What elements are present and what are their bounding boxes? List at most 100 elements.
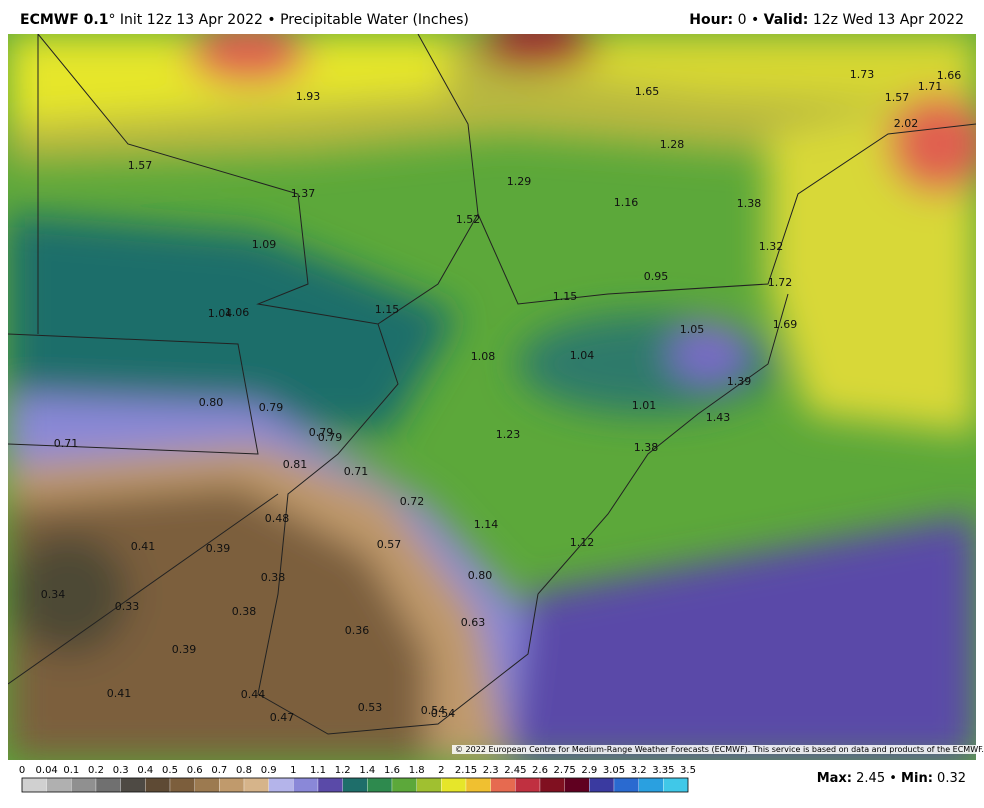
- colorbar-tick: 3.2: [631, 765, 647, 776]
- map-label: 0.81: [283, 458, 308, 471]
- map-label: 1.57: [885, 91, 910, 104]
- colorbar-tick: 0.4: [137, 765, 153, 776]
- colorbar-tick: 0.1: [63, 765, 79, 776]
- colorbar-cell: [120, 777, 146, 793]
- separator: •: [267, 12, 276, 28]
- map-label: 1.65: [635, 85, 660, 98]
- colorbar-cell: [663, 777, 689, 793]
- valid-label: Valid:: [763, 12, 809, 28]
- colorbar-tick: 0.04: [36, 765, 58, 776]
- colorbar-tick: 3.35: [652, 765, 674, 776]
- map-label: 1.93: [296, 90, 321, 103]
- colorbar-cell: [169, 777, 195, 793]
- colorbar-cell: [219, 777, 245, 793]
- footer: Max: 2.45 • Min: 0.32: [817, 771, 966, 786]
- colorbar-cell: [71, 777, 97, 793]
- field: Precipitable Water (Inches): [280, 12, 469, 28]
- colorbar-tick: 0.7: [211, 765, 227, 776]
- separator: •: [889, 771, 897, 786]
- map-label: 1.72: [768, 276, 793, 289]
- header-right: Hour: 0 • Valid: 12z Wed 13 Apr 2022: [689, 12, 964, 28]
- colorbar-cell: [95, 777, 121, 793]
- map-label: 0.44: [241, 688, 266, 701]
- map-label: 1.29: [507, 175, 532, 188]
- map-label: 1.71: [918, 80, 943, 93]
- valid: 12z Wed 13 Apr 2022: [812, 12, 964, 28]
- field: 1.93 1.65 1.73 1.661.71 1.57 2.02 1.28 1.57 1.29…: [8, 34, 976, 760]
- colorbar-cell: [243, 777, 269, 793]
- map-label: 1.05: [680, 323, 705, 336]
- map-label: 0.48: [265, 512, 290, 525]
- colorbar-cell: [293, 777, 319, 793]
- colorbar-tick: 1.2: [335, 765, 351, 776]
- colorbar-cell: [21, 777, 47, 793]
- colorbar-tick: 2.3: [483, 765, 499, 776]
- colorbar-tick: 1.8: [409, 765, 425, 776]
- colorbar-tick: 0.5: [162, 765, 178, 776]
- max: 2.45: [856, 771, 886, 786]
- map-label: 0.95: [644, 270, 669, 283]
- map-label: 1.04: [570, 349, 595, 362]
- colorbar-tick: 2.15: [455, 765, 477, 776]
- colorbar-cell: [441, 777, 467, 793]
- map-label: 0.33: [115, 600, 140, 613]
- colorbar-tick: 0.6: [187, 765, 203, 776]
- colorbar: 0 0.04 0.1 0.2 0.3 0.4 0.5 0.6 0.7 0.8 0.9 1 1.1 1.2 1…: [19, 765, 696, 793]
- map-label: 0.79: [318, 431, 343, 444]
- map-label: 0.53: [358, 701, 383, 714]
- colorbar-cell: [145, 777, 171, 793]
- map-label: 1.57: [128, 159, 153, 172]
- map-label: 0.36: [345, 624, 370, 637]
- map-label: 1.15: [375, 303, 400, 316]
- map-label: 0.79: [309, 426, 334, 439]
- map-label: 0.80: [199, 396, 224, 409]
- map-label: 0.80: [468, 569, 493, 582]
- map-label: 0.41: [131, 540, 156, 553]
- map-label: 0.34: [41, 588, 66, 601]
- min: 0.32: [937, 771, 966, 786]
- colorbar-tick: 0.2: [88, 765, 104, 776]
- map-label: 1.69: [773, 318, 798, 331]
- map-label: 1.38: [737, 197, 762, 210]
- header-left: ECMWF 0.1° Init 12z 13 Apr 2022 • Precip…: [20, 12, 469, 28]
- map: 1.93 1.65 1.73 1.661.71 1.57 2.02 1.28 1.57 1.29…: [8, 34, 976, 760]
- max-label: Max:: [816, 771, 852, 786]
- colorbar-tick: 1.6: [384, 765, 400, 776]
- map-label: 0.39: [206, 542, 231, 555]
- map-label: 0.41: [107, 687, 132, 700]
- map-label: 1.15: [553, 290, 578, 303]
- map-label: 0.79: [259, 401, 284, 414]
- colorbar-cell: [317, 777, 343, 793]
- colorbar-cell: [367, 777, 393, 793]
- map-label: 1.28: [660, 138, 685, 151]
- colorbar-cell: [268, 777, 294, 793]
- map-label: 1.06: [225, 306, 250, 319]
- map-label: 0.47: [270, 711, 295, 724]
- hour-label: Hour:: [689, 12, 734, 28]
- colorbar-cell: [564, 777, 590, 793]
- colorbar-cell: [490, 777, 516, 793]
- colorbar-tick: 1.1: [310, 765, 326, 776]
- colorbar-tick: 0.8: [236, 765, 252, 776]
- map-label: 0.54: [421, 704, 446, 717]
- map-label: 1.43: [706, 411, 731, 424]
- colorbar-tick: 2: [438, 765, 444, 776]
- map-label: 0.72: [400, 495, 425, 508]
- degree: °: [108, 12, 116, 28]
- colorbar-tick: 0.9: [261, 765, 277, 776]
- map-label: 1.14: [474, 518, 499, 531]
- map-label: 1.12: [570, 536, 595, 549]
- map-label: 1.37: [291, 187, 316, 200]
- colorbar-tick: 3.5: [680, 765, 696, 776]
- colorbar-cell: [46, 777, 72, 793]
- map-label: 1.23: [496, 428, 521, 441]
- map-label: 1.04: [208, 307, 233, 320]
- map-label: 0.63: [461, 616, 486, 629]
- map-label: 1.73: [850, 68, 875, 81]
- colorbar-cell: [342, 777, 368, 793]
- separator: •: [750, 12, 760, 28]
- borders: [8, 34, 976, 735]
- map-label: 1.08: [471, 350, 496, 363]
- colorbar-cell: [465, 777, 491, 793]
